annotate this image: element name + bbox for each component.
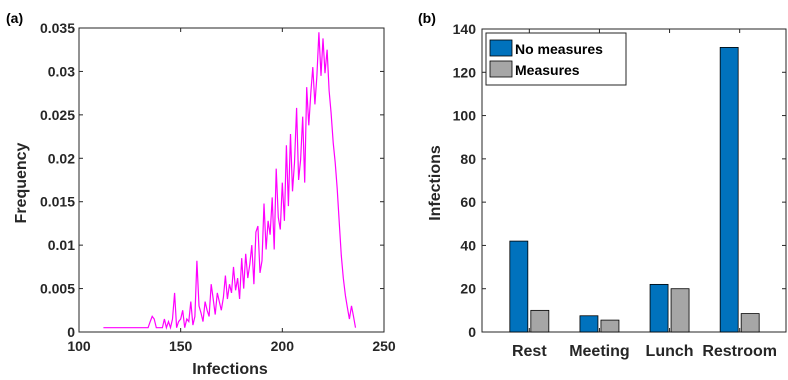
- y-tick-label: 140: [453, 21, 477, 37]
- y-tick-label: 120: [453, 64, 477, 80]
- bar-measures-meeting: [600, 319, 620, 333]
- x-tick-label: 200: [271, 338, 295, 354]
- panel-b-bars: [509, 46, 760, 333]
- bar-no-measures-restroom: [719, 46, 739, 333]
- y-tick-label: 100: [453, 108, 477, 124]
- y-tick-label: 0.005: [40, 281, 75, 297]
- x-tick-label: 150: [169, 338, 193, 354]
- legend-swatch-no-measures: [489, 39, 513, 57]
- panel-b-y-ticks: 0 20 40 60 80 100 120 140: [453, 21, 786, 340]
- category-label: Lunch: [646, 343, 694, 360]
- panel-b-x-ticks: Rest Meeting Lunch Restroom: [512, 29, 777, 360]
- y-tick-label: 0: [468, 324, 476, 340]
- panel-b-label: (b): [418, 10, 436, 26]
- x-tick-label: 250: [372, 338, 396, 354]
- frequency-line: [103, 32, 357, 330]
- y-tick-label: 0.02: [48, 150, 75, 166]
- y-tick-label: 40: [460, 237, 476, 253]
- legend-swatch-measures: [489, 60, 513, 78]
- bar-measures-lunch: [670, 288, 690, 333]
- y-tick-label: 0.015: [40, 194, 75, 210]
- y-tick-label: 60: [460, 194, 476, 210]
- y-tick-label: 0.01: [48, 237, 75, 253]
- panel-b-legend: No measures Measures: [485, 32, 627, 86]
- y-tick-label: 0.035: [40, 20, 75, 36]
- panel-a-axes-box: [78, 27, 385, 333]
- panel-b-y-axis-label: Infections: [427, 145, 444, 221]
- legend-label-no-measures: No measures: [515, 41, 603, 57]
- legend-label-measures: Measures: [515, 62, 580, 78]
- bar-no-measures-meeting: [579, 315, 599, 333]
- bar-no-measures-lunch: [649, 283, 669, 333]
- y-tick-label: 0: [67, 324, 75, 340]
- panel-a-x-ticks: 100 150 200 250: [67, 28, 396, 354]
- y-tick-label: 80: [460, 151, 476, 167]
- bar-measures-restroom: [740, 313, 760, 333]
- y-tick-label: 0.03: [48, 63, 75, 79]
- x-tick-label: 100: [67, 338, 91, 354]
- bar-no-measures-rest: [509, 240, 529, 333]
- category-label: Meeting: [569, 343, 629, 360]
- panel-a-y-ticks: 0 0.005 0.01 0.015 0.02 0.025 0.03 0.035: [40, 20, 384, 340]
- panel-a-label: (a): [6, 10, 23, 26]
- panel-a-line-chart: (a) 0 0.005 0.01 0.015 0.02 0.025 0.03 0.035 10…: [6, 10, 396, 378]
- category-label: Rest: [512, 343, 547, 360]
- y-tick-label: 20: [460, 281, 476, 297]
- bar-measures-rest: [530, 309, 550, 333]
- category-label: Restroom: [702, 343, 777, 360]
- y-tick-label: 0.025: [40, 107, 75, 123]
- panel-a-y-axis-label: Frequency: [13, 142, 30, 223]
- panel-a-x-axis-label: Infections: [192, 361, 268, 378]
